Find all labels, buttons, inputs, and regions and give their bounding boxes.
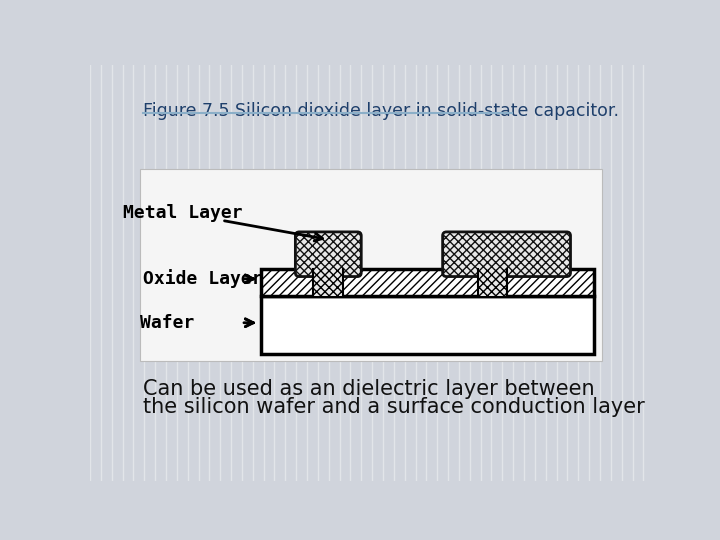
Text: Figure 7.5 Silicon dioxide layer in solid-state capacitor.: Figure 7.5 Silicon dioxide layer in soli… — [143, 102, 618, 120]
FancyBboxPatch shape — [443, 232, 570, 276]
Text: Can be used as an dielectric layer between: Can be used as an dielectric layer betwe… — [143, 379, 594, 399]
Text: Metal Layer: Metal Layer — [123, 204, 243, 221]
Bar — [140, 168, 601, 361]
Bar — [477, 269, 507, 296]
Bar — [313, 269, 343, 296]
Bar — [261, 269, 594, 296]
Bar — [261, 296, 594, 354]
Text: Wafer: Wafer — [140, 314, 194, 332]
Text: Oxide Layer: Oxide Layer — [143, 269, 262, 288]
FancyBboxPatch shape — [295, 232, 361, 276]
Text: the silicon wafer and a surface conduction layer: the silicon wafer and a surface conducti… — [143, 397, 644, 417]
